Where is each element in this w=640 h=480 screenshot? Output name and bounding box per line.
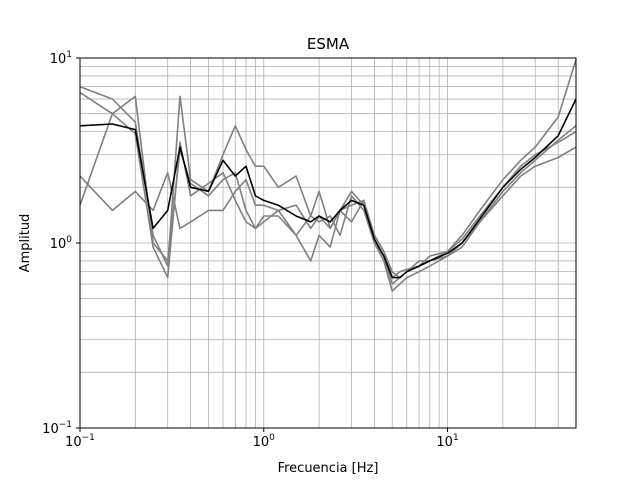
y-axis-label: Amplitud bbox=[18, 214, 33, 273]
y-tick-label: 10−1 bbox=[42, 420, 72, 437]
x-tick-label: 100 bbox=[253, 433, 276, 450]
y-tick-label: 101 bbox=[50, 50, 72, 67]
grid bbox=[79, 57, 577, 429]
x-tick-label: 10−1 bbox=[65, 433, 95, 450]
chart-title: ESMA bbox=[307, 35, 350, 53]
series-group bbox=[79, 59, 577, 292]
series-line-mean bbox=[79, 98, 577, 279]
y-tick-label: 100 bbox=[50, 235, 73, 252]
x-axis-label: Frecuencia [Hz] bbox=[278, 461, 379, 476]
ticks: 10−1 100 101 10−1 100 101 bbox=[42, 50, 459, 450]
series-line-component-2 bbox=[79, 91, 577, 292]
x-tick-label: 101 bbox=[436, 433, 458, 450]
